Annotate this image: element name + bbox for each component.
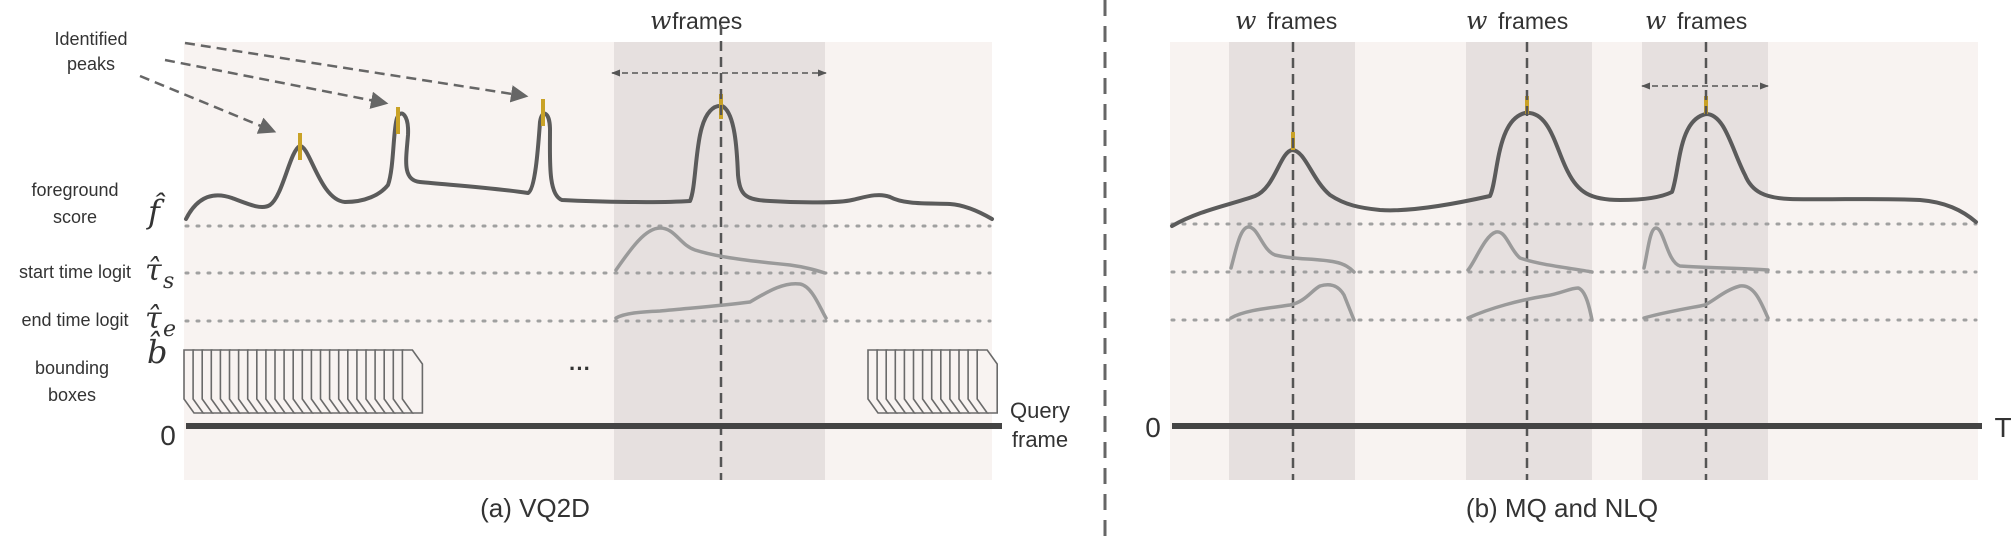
ellipsis: ··· bbox=[569, 356, 591, 381]
axis-end-b: T bbox=[1994, 412, 2011, 443]
axis-end-a-line2: frame bbox=[1012, 427, 1068, 452]
bounding-box bbox=[401, 349, 424, 414]
caption-a: (a) VQ2D bbox=[480, 493, 590, 523]
end-logit-subscript: e bbox=[163, 317, 176, 342]
annotation-arrow bbox=[164, 58, 389, 109]
row-label-foreground-line2: score bbox=[53, 207, 97, 227]
axis-end-a-line1: Query bbox=[1010, 398, 1070, 423]
start-logit-curve bbox=[614, 226, 827, 275]
end-logit-curve-b bbox=[1642, 284, 1770, 320]
caption-b: (b) MQ and NLQ bbox=[1466, 493, 1658, 523]
row-label-boxes-line1: bounding bbox=[35, 358, 109, 378]
row-label-boxes-line2: boxes bbox=[48, 385, 96, 405]
start-logit-curve-b bbox=[1229, 225, 1356, 274]
end-logit-curve-b bbox=[1466, 286, 1594, 322]
window-label-b2: frames bbox=[1498, 8, 1568, 34]
start-logit-curve-b bbox=[1642, 226, 1770, 272]
foreground-symbol: f̂ bbox=[146, 192, 166, 231]
bounding-box-stack-right bbox=[867, 349, 998, 414]
window-var-b1: w bbox=[1235, 6, 1256, 35]
panel-a: w frames Identified peaks foreground sco… bbox=[19, 6, 1070, 523]
window-var: w bbox=[650, 6, 671, 35]
identified-peaks-label-line1: Identified bbox=[54, 29, 127, 49]
window-var-b2: w bbox=[1466, 6, 1487, 35]
end-logit-curve-b bbox=[1229, 282, 1356, 322]
panel-a-background bbox=[184, 42, 992, 480]
axis-start-a: 0 bbox=[160, 420, 176, 451]
identified-peaks-label-line2: peaks bbox=[67, 54, 115, 74]
window-label-b1: frames bbox=[1267, 8, 1337, 34]
row-label-foreground-line1: foreground bbox=[31, 180, 118, 200]
axis-start-b: 0 bbox=[1145, 412, 1161, 443]
end-logit-symbol: τ̂ bbox=[145, 301, 162, 336]
boxes-symbol: b̂ bbox=[147, 330, 167, 371]
annotation-arrow bbox=[184, 41, 529, 103]
foreground-score-curve bbox=[184, 103, 994, 221]
bounding-box-stack-left bbox=[183, 349, 424, 414]
foreground-score-curve-b bbox=[1170, 110, 1978, 228]
window-var-b3: w bbox=[1645, 6, 1666, 35]
end-logit-curve bbox=[614, 281, 828, 320]
start-logit-curve-b bbox=[1466, 230, 1594, 274]
bounding-box bbox=[976, 349, 998, 414]
row-label-start-logit: start time logit bbox=[19, 262, 131, 282]
panel-b: w frames w frames w frames 0 T (b) bbox=[1145, 6, 2011, 523]
start-logit-symbol: τ̂ bbox=[145, 253, 162, 288]
window-label: frames bbox=[672, 8, 742, 34]
row-label-end-logit: end time logit bbox=[21, 310, 128, 330]
start-logit-subscript: s bbox=[163, 269, 174, 294]
annotation-arrow bbox=[139, 74, 277, 134]
window-label-b3: frames bbox=[1677, 8, 1747, 34]
